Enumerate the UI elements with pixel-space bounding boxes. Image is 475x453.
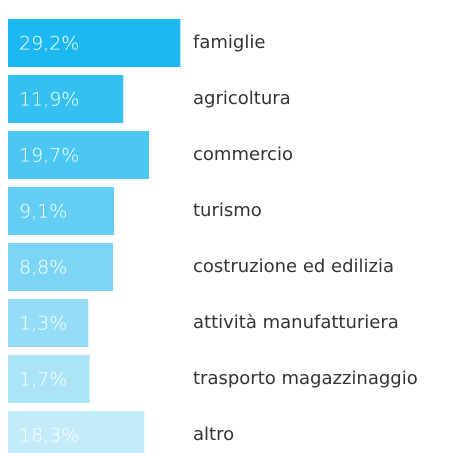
category-label: trasporto magazzinaggio [193, 368, 418, 389]
category-label: altro [193, 424, 234, 445]
value-label: 29,2% [19, 33, 79, 55]
value-label: 1,3% [19, 313, 67, 335]
bar [8, 243, 114, 291]
bar [8, 19, 181, 67]
bar [8, 355, 90, 403]
bar [8, 299, 89, 347]
value-label: 18,3% [19, 425, 79, 447]
value-label: 9,1% [19, 201, 67, 223]
value-label: 1,7% [19, 369, 67, 391]
category-label: costruzione ed edilizia [193, 256, 394, 277]
category-label: commercio [193, 144, 293, 165]
value-label: 11,9% [19, 89, 79, 111]
bar [8, 187, 115, 235]
category-label: attività manufatturiera [193, 312, 399, 333]
category-label: agricoltura [193, 88, 291, 109]
bar [8, 75, 124, 123]
bar [8, 131, 150, 179]
value-label: 8,8% [19, 257, 67, 279]
category-label: famiglie [193, 32, 265, 53]
category-label: turismo [193, 200, 262, 221]
value-label: 19,7% [19, 145, 79, 167]
bar [8, 411, 145, 453]
